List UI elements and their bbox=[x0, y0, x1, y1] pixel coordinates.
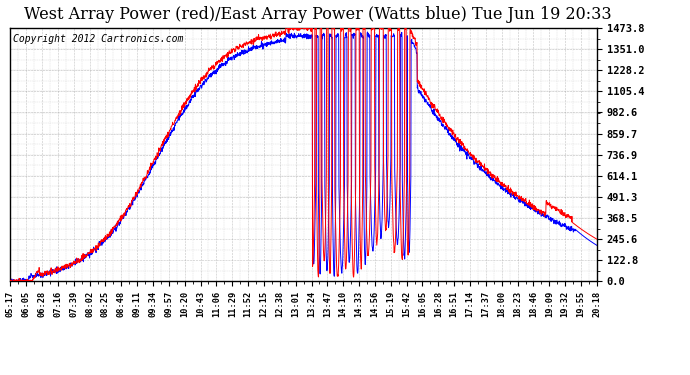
Text: Copyright 2012 Cartronics.com: Copyright 2012 Cartronics.com bbox=[13, 34, 184, 45]
Text: West Array Power (red)/East Array Power (Watts blue) Tue Jun 19 20:33: West Array Power (red)/East Array Power … bbox=[23, 6, 611, 22]
